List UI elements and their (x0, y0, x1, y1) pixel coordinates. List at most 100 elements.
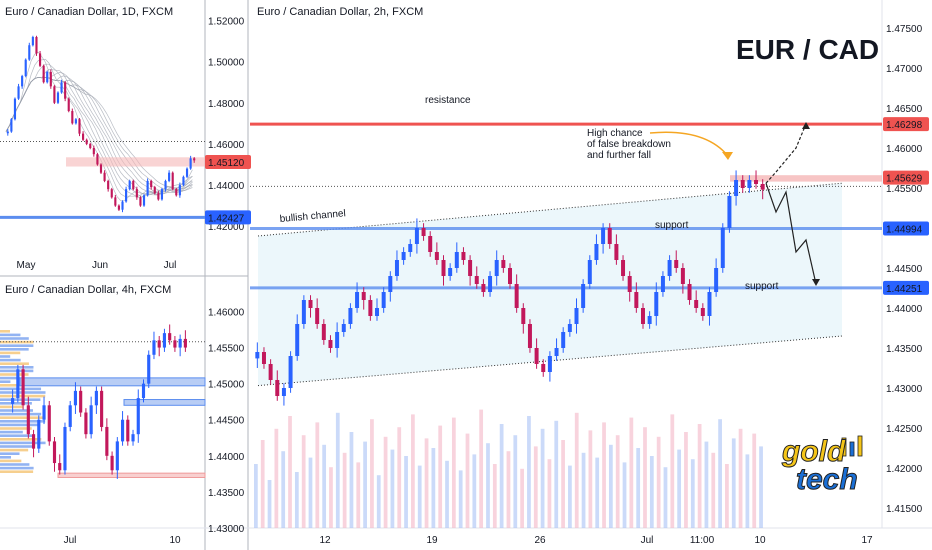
h2-volume-bar (581, 452, 586, 528)
daily-resistance-zone (66, 157, 205, 167)
h4-price-label: 1.43500 (208, 488, 245, 499)
h2-candle (275, 380, 280, 396)
h2-candle (547, 356, 552, 372)
h4-candle (94, 390, 98, 406)
h4-volume-profile-bar (0, 456, 12, 459)
daily-candle (164, 180, 167, 190)
h4-volume-profile-bar (0, 348, 29, 351)
h2-volume-bar (288, 416, 292, 528)
h2-resistance-zone-2 (730, 175, 882, 182)
h4-candle (183, 338, 187, 348)
h2-candle (694, 300, 699, 308)
daily-candle (99, 164, 103, 173)
h2-resistance-label: resistance (425, 95, 471, 106)
h2-candle (448, 268, 453, 276)
h2-candle (567, 324, 572, 332)
h2-volume-bar (376, 475, 381, 528)
h2-volume-bar (568, 465, 572, 528)
h2-volume-bar (602, 422, 606, 528)
daily-candle (171, 172, 174, 190)
h2-projection-up-arrowhead (802, 122, 810, 129)
h4-candle (115, 441, 119, 471)
h2-volume-bar (697, 424, 702, 528)
h2-price-label: 1.46000 (886, 144, 923, 155)
h2-candle (488, 276, 493, 292)
h2-candle (754, 180, 759, 184)
h2-candle (454, 252, 459, 268)
daily-candle (193, 158, 196, 161)
daily-candle (189, 158, 192, 169)
daily-candle (146, 180, 149, 196)
h4-zone-upper (19, 377, 206, 387)
h2-volume-bar (649, 456, 654, 528)
h2-candle (527, 324, 532, 348)
h2-tag-2: 1.45629 (886, 174, 923, 185)
h4-candle (52, 441, 57, 464)
h4-volume-profile-bar (0, 366, 34, 369)
daily-candle (125, 189, 128, 202)
h2-volume-bar (752, 433, 757, 528)
h4-volume-profile-bar (0, 463, 30, 466)
h4-candle (58, 463, 62, 471)
h4-price-label: 1.46000 (208, 307, 245, 318)
daily-candle (13, 98, 17, 120)
h2-volume-bar (595, 457, 600, 528)
h4-date-label: Jul (64, 535, 77, 546)
h2-volume-bar (349, 432, 354, 528)
h2-candle (508, 268, 512, 284)
daily-candle (153, 187, 156, 194)
headline: EUR / CAD (736, 34, 880, 65)
h2-tag-1-bg (883, 117, 929, 132)
h2-volume-bar (731, 438, 736, 528)
logo-word-tech: tech (796, 463, 859, 496)
h2-price-label: 1.42500 (886, 424, 923, 435)
h2-volume-bar (677, 449, 682, 528)
h2-volume-bar (718, 419, 722, 528)
h2-volume-bar (690, 459, 695, 528)
daily-candle (42, 65, 45, 83)
daily-candle (35, 37, 38, 54)
h2-candle (707, 292, 712, 316)
h2-candle (381, 292, 386, 308)
daily-candle (121, 201, 124, 210)
h4-volume-profile-bar (0, 351, 21, 355)
daily-price-label: 1.48000 (208, 99, 245, 110)
h4-volume-profile-bar (0, 409, 33, 412)
daily-candle (53, 86, 56, 103)
h2-volume-bar (547, 459, 552, 528)
h4-volume-profile-bar (0, 420, 46, 423)
h4-candle (26, 405, 30, 435)
h2-volume-bar (561, 440, 565, 528)
h2-tag-4-bg (883, 280, 929, 295)
h4-candle (105, 426, 109, 456)
h2-volume-bar (356, 462, 361, 528)
h2-candle (361, 292, 366, 300)
h4-candle (120, 419, 125, 442)
h2-volume-bar (411, 414, 415, 528)
h2-volume-bar (363, 441, 367, 528)
daily-price-label: 1.52000 (208, 17, 245, 28)
h2-volume-bar (329, 467, 333, 528)
h2-price-label: 1.47000 (886, 64, 923, 75)
h4-volume-profile-bar (0, 340, 34, 344)
h4-candle (68, 405, 72, 427)
h4-candle (21, 369, 25, 406)
h2-price-label: 1.45500 (886, 184, 923, 195)
h4-candle (100, 390, 104, 427)
h2-price-label: 1.43500 (886, 344, 923, 355)
daily-tag-1: 1.45120 (208, 158, 245, 169)
h2-candle (481, 284, 486, 292)
h2-volume-bar (636, 448, 641, 528)
h4-volume-profile-bar (0, 398, 41, 401)
daily-candle (6, 131, 9, 134)
h4-candle (110, 455, 114, 471)
h4-zone-lower (57, 472, 206, 478)
daily-candle (142, 195, 146, 206)
h2-note-line1: High chance (587, 128, 643, 139)
h4-volume-profile-bar (0, 384, 21, 387)
h2-candle (315, 308, 320, 324)
h2-volume-bar (322, 444, 327, 528)
h4-volume-profile-bar (0, 423, 41, 427)
